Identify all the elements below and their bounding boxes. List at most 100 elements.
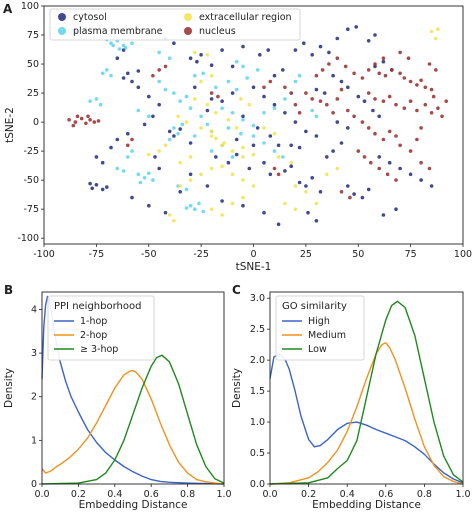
- scatter-point-nucleus: [415, 83, 419, 87]
- scatter-point-cytosol: [214, 155, 218, 159]
- scatter-point-cytosol: [234, 152, 239, 157]
- scatter-point-cytosol: [262, 210, 266, 215]
- scatter-point-nucleus: [327, 62, 331, 66]
- scatter-point-cytosol: [289, 164, 294, 168]
- scatter-point-extracellular-region: [241, 145, 245, 150]
- scatter-point-plasma-membrane: [226, 126, 231, 130]
- scatter-point-nucleus: [157, 68, 161, 72]
- scatter-point-plasma-membrane: [214, 85, 218, 90]
- scatter-point-plasma-membrane: [98, 102, 103, 107]
- x-tick-label: 0.0: [34, 489, 49, 500]
- scatter-point-nucleus: [84, 121, 88, 126]
- scatter-point-plasma-membrane: [111, 43, 115, 48]
- x-tick-label: 1.0: [455, 489, 470, 500]
- scatter-point-plasma-membrane: [272, 149, 277, 153]
- scatter-point-plasma-membrane: [245, 76, 249, 80]
- scatter-point-cytosol: [115, 56, 120, 60]
- scatter-point-cytosol: [90, 186, 94, 191]
- scatter-point-plasma-membrane: [117, 47, 122, 51]
- scatter-point-plasma-membrane: [201, 209, 205, 214]
- scatter-point-plasma-membrane: [109, 73, 113, 78]
- scatter-point-cytosol: [304, 129, 308, 134]
- scatter-point-cytosol: [167, 129, 172, 134]
- scatter-point-plasma-membrane: [199, 114, 203, 119]
- scatter-point-extracellular-region: [230, 149, 235, 153]
- legend-label: 1-hop: [80, 316, 107, 327]
- scatter-point-plasma-membrane: [184, 187, 189, 192]
- scatter-point-extracellular-region: [157, 149, 161, 153]
- scatter-point-extracellular-region: [209, 134, 214, 138]
- x-tick-label: 0.2: [301, 489, 316, 500]
- scatter-point-cytosol: [293, 120, 298, 124]
- scatter-point-extracellular-region: [222, 141, 226, 145]
- scatter-point-plasma-membrane: [310, 108, 315, 113]
- scatter-point-nucleus: [67, 118, 71, 122]
- legend-label: Medium: [308, 330, 346, 341]
- scatter-point-cytosol: [100, 187, 105, 192]
- scatter-point-nucleus: [373, 62, 377, 66]
- scatter-point-nucleus: [415, 108, 419, 113]
- legend-label: ≥ 3-hop: [80, 344, 118, 355]
- scatter-point-plasma-membrane: [188, 106, 193, 110]
- scatter-point-cytosol: [408, 172, 413, 177]
- scatter-point-plasma-membrane: [234, 59, 239, 64]
- scatter-point-extracellular-region: [241, 155, 245, 159]
- scatter-point-extracellular-region: [230, 201, 235, 206]
- scatter-point-nucleus: [209, 91, 214, 95]
- scatter-point-extracellular-region: [178, 184, 182, 188]
- scatter-point-plasma-membrane: [272, 106, 277, 110]
- scatter-point-cytosol: [366, 187, 371, 192]
- legend-marker-cytosol: [58, 13, 66, 21]
- scatter-point-plasma-membrane: [167, 137, 172, 142]
- scatter-point-extracellular-region: [429, 29, 434, 34]
- scatter-point-cytosol: [377, 155, 382, 159]
- y-tick-label: 0.5: [250, 448, 265, 459]
- scatter-point-cytosol: [302, 41, 306, 45]
- scatter-point-cytosol: [381, 59, 386, 64]
- scatter-point-plasma-membrane: [226, 79, 231, 84]
- scatter-point-plasma-membrane: [180, 122, 185, 127]
- scatter-point-extracellular-region: [239, 97, 243, 101]
- scatter-point-plasma-membrane: [193, 73, 197, 78]
- scatter-point-nucleus: [431, 94, 436, 99]
- scatter-point-extracellular-region: [163, 143, 168, 148]
- scatter-point-plasma-membrane: [88, 99, 92, 103]
- legend-label: plasma membrane: [73, 26, 163, 37]
- y-tick-label: 3: [31, 348, 37, 359]
- scatter-point-extracellular-region: [209, 129, 214, 134]
- scatter-point-cytosol: [346, 184, 350, 188]
- x-tick-label: 75: [405, 249, 417, 260]
- scatter-point-extracellular-region: [193, 50, 197, 55]
- scatter-point-plasma-membrane: [281, 155, 285, 159]
- y-tick-label: 1.0: [250, 417, 265, 428]
- scatter-point-nucleus: [436, 106, 440, 110]
- scatter-point-cytosol: [394, 207, 398, 211]
- scatter-point-plasma-membrane: [297, 73, 302, 78]
- scatter-point-nucleus: [151, 73, 155, 78]
- scatter-point-cytosol: [373, 33, 377, 37]
- scatter-point-extracellular-region: [205, 53, 210, 57]
- x-tick-label: -75: [89, 249, 105, 260]
- scatter-point-cytosol: [360, 195, 365, 200]
- scatter-point-cytosol: [318, 190, 323, 194]
- scatter-point-extracellular-region: [251, 152, 256, 157]
- y-tick-label: 100: [21, 1, 39, 12]
- scatter-point-nucleus: [343, 64, 348, 69]
- scatter-point-extracellular-region: [276, 155, 281, 159]
- scatter-point-extracellular-region: [241, 195, 245, 200]
- scatter-point-nucleus: [126, 143, 130, 148]
- scatter-point-plasma-membrane: [293, 79, 298, 84]
- scatter-point-cytosol: [188, 172, 193, 177]
- scatter-point-cytosol: [251, 143, 256, 148]
- scatter-point-plasma-membrane: [151, 178, 155, 182]
- scatter-point-cytosol: [157, 166, 161, 171]
- x-tick-label: 0.4: [107, 489, 122, 500]
- scatter-point-extracellular-region: [167, 213, 172, 217]
- scatter-point-extracellular-region: [199, 126, 203, 130]
- scatter-point-nucleus: [434, 68, 438, 72]
- scatter-point-nucleus: [419, 78, 423, 83]
- scatter-point-cytosol: [283, 111, 287, 115]
- scatter-point-extracellular-region: [205, 102, 210, 107]
- scatter-point-cytosol: [255, 126, 260, 130]
